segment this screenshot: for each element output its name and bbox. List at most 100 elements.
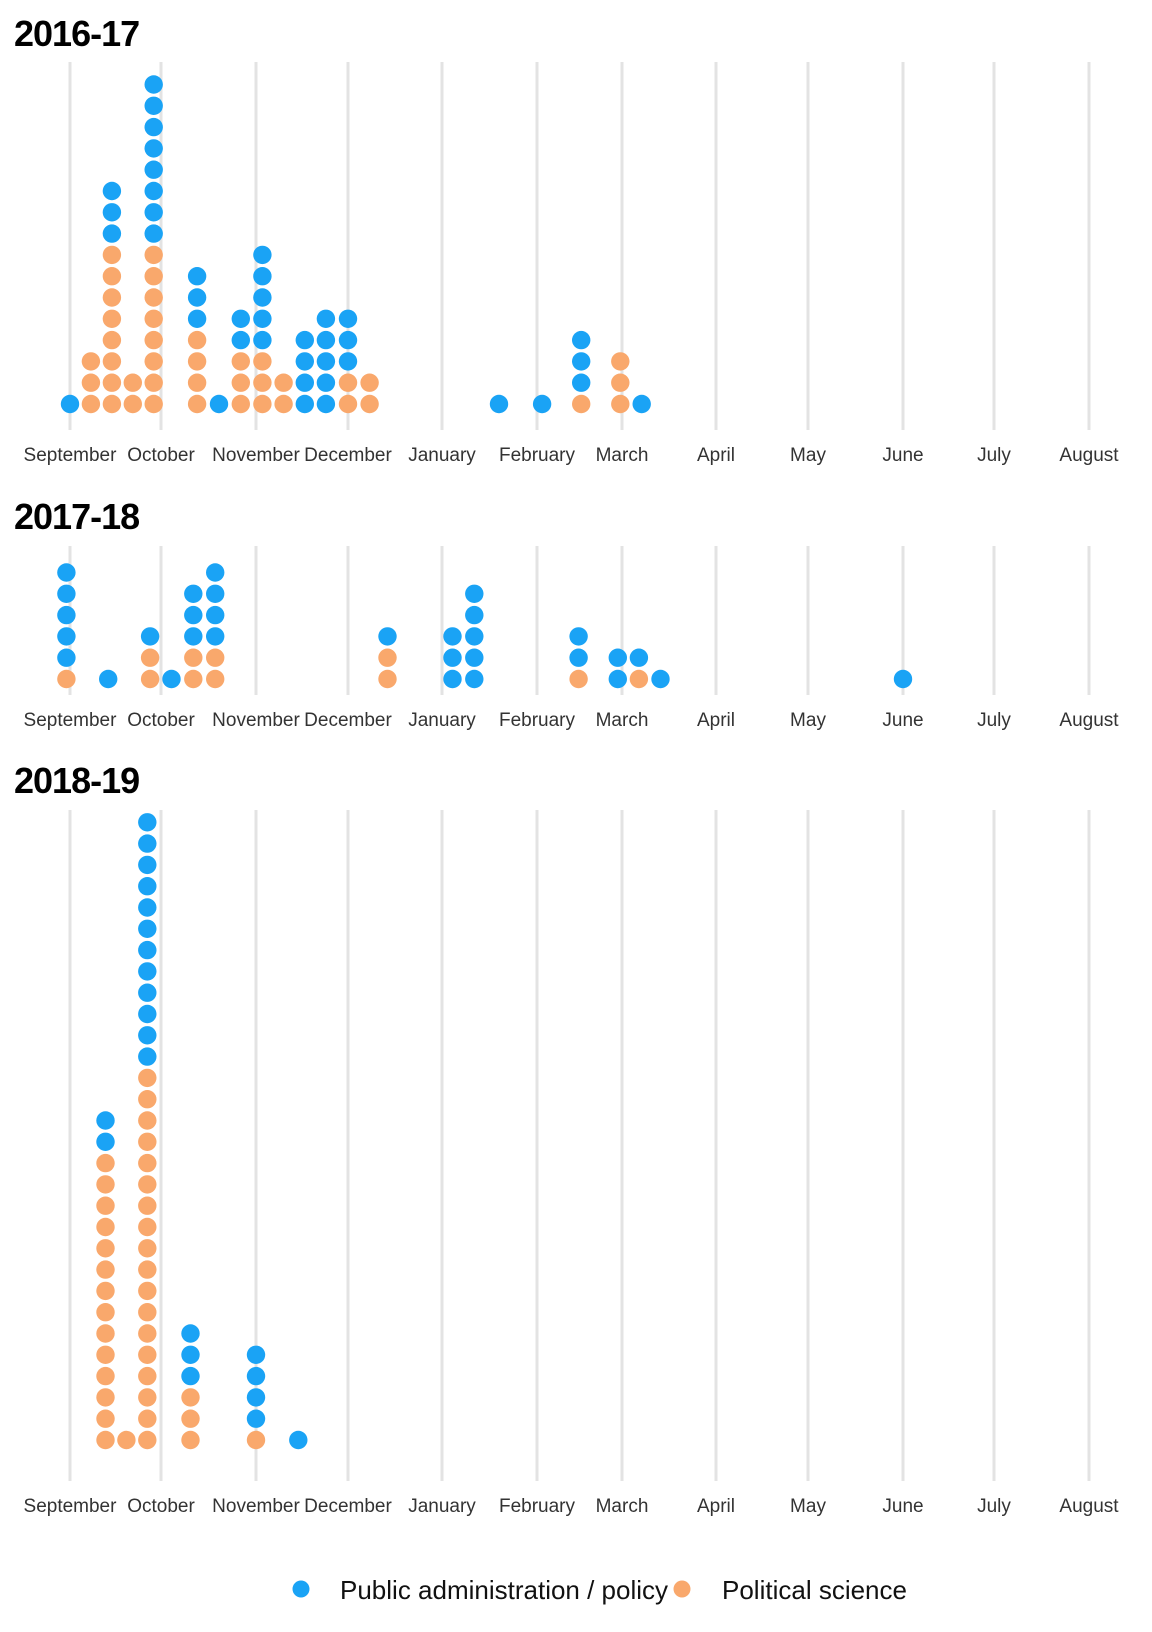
- dot-public-admin: [572, 352, 591, 371]
- dot-public-admin: [206, 584, 225, 603]
- month-label-august: August: [1059, 710, 1119, 731]
- dot-political-science: [231, 394, 250, 414]
- month-label-april: April: [697, 445, 735, 466]
- month-label-march: March: [596, 1496, 649, 1517]
- dot-political-science: [140, 648, 160, 667]
- month-label-july: July: [977, 445, 1011, 466]
- dot-public-admin: [209, 394, 229, 414]
- month-label-november: November: [212, 1496, 300, 1517]
- dot-political-science: [102, 352, 122, 371]
- dot-public-admin: [246, 1345, 266, 1365]
- dot-political-science: [253, 352, 272, 371]
- month-label-may: May: [790, 710, 826, 731]
- dot-public-admin: [144, 117, 163, 137]
- dot-political-science: [629, 669, 649, 689]
- dot-public-admin: [187, 309, 207, 328]
- dot-political-science: [138, 1409, 157, 1428]
- legend-marker-public-admin: [292, 1580, 310, 1598]
- dot-political-science: [96, 1303, 115, 1322]
- dot-public-admin: [246, 1388, 266, 1407]
- dot-public-admin: [181, 1345, 200, 1365]
- dot-political-science: [274, 373, 293, 392]
- month-label-december: December: [304, 710, 392, 731]
- dot-political-science: [96, 1196, 115, 1215]
- dot-public-admin: [651, 669, 670, 689]
- dot-political-science: [206, 648, 225, 667]
- dot-political-science: [378, 648, 397, 667]
- dot-public-admin: [138, 1047, 157, 1066]
- panel-title: 2018-19: [14, 760, 139, 801]
- dot-political-science: [96, 1239, 115, 1258]
- dot-public-admin: [608, 669, 627, 689]
- month-label-july: July: [977, 1496, 1011, 1517]
- dot-public-admin: [144, 181, 163, 201]
- month-label-june: June: [882, 1496, 923, 1517]
- month-label-february: February: [499, 710, 576, 731]
- dot-public-admin: [138, 877, 157, 896]
- dot-political-science: [81, 394, 101, 414]
- month-label-november: November: [212, 710, 300, 731]
- legend-marker-political-science: [673, 1580, 691, 1598]
- dot-public-admin: [138, 834, 157, 853]
- month-label-august: August: [1059, 1496, 1119, 1517]
- dot-political-science: [96, 1175, 115, 1194]
- dot-public-admin: [608, 648, 627, 667]
- month-label-july: July: [977, 710, 1011, 731]
- dot-public-admin: [338, 309, 358, 328]
- month-label-june: June: [882, 710, 923, 731]
- dot-public-admin: [253, 245, 272, 265]
- dot-political-science: [138, 1153, 157, 1173]
- dot-public-admin: [140, 627, 160, 646]
- month-label-march: March: [596, 710, 649, 731]
- dot-public-admin: [138, 855, 157, 875]
- dot-political-science: [138, 1217, 157, 1237]
- month-label-april: April: [697, 1496, 735, 1517]
- dot-public-admin: [629, 648, 649, 667]
- dot-public-admin: [184, 584, 203, 603]
- dot-political-science: [231, 373, 250, 392]
- dot-political-science: [360, 373, 379, 392]
- dot-public-admin: [138, 813, 157, 832]
- dot-political-science: [611, 394, 630, 414]
- month-label-december: December: [304, 445, 392, 466]
- dot-political-science: [378, 669, 397, 689]
- dot-public-admin: [206, 627, 225, 646]
- dot-political-science: [253, 394, 272, 414]
- dot-public-admin: [138, 940, 157, 960]
- month-label-april: April: [697, 710, 735, 731]
- dot-political-science: [57, 669, 76, 689]
- dot-public-admin: [162, 669, 181, 689]
- dot-public-admin: [144, 75, 163, 94]
- month-label-september: September: [24, 1496, 118, 1517]
- dot-public-admin: [253, 309, 272, 328]
- dot-political-science: [138, 1388, 157, 1407]
- dot-political-science: [138, 1345, 157, 1365]
- dot-public-admin: [144, 160, 163, 179]
- dot-public-admin: [102, 181, 122, 201]
- dot-public-admin: [569, 627, 588, 646]
- dot-political-science: [123, 394, 142, 414]
- dot-political-science: [138, 1366, 157, 1386]
- dot-political-science: [102, 245, 122, 265]
- month-label-october: October: [127, 710, 195, 731]
- dot-public-admin: [138, 962, 157, 981]
- dot-public-admin: [443, 627, 462, 646]
- dot-public-admin: [99, 669, 118, 689]
- month-label-december: December: [304, 1496, 392, 1517]
- dot-political-science: [138, 1324, 157, 1343]
- dot-political-science: [181, 1388, 200, 1407]
- dot-political-science: [144, 267, 163, 286]
- dot-public-admin: [57, 584, 76, 603]
- dot-political-science: [96, 1153, 115, 1173]
- dot-public-admin: [572, 330, 591, 350]
- dot-public-admin: [96, 1111, 115, 1130]
- legend-label-public-admin: Public administration / policy: [340, 1575, 668, 1605]
- dot-political-science: [138, 1111, 157, 1130]
- dot-public-admin: [60, 394, 80, 414]
- dot-political-science: [96, 1324, 115, 1343]
- month-label-october: October: [127, 1496, 195, 1517]
- dot-public-admin: [57, 605, 76, 625]
- dot-public-admin: [295, 352, 314, 371]
- month-label-september: September: [24, 710, 118, 731]
